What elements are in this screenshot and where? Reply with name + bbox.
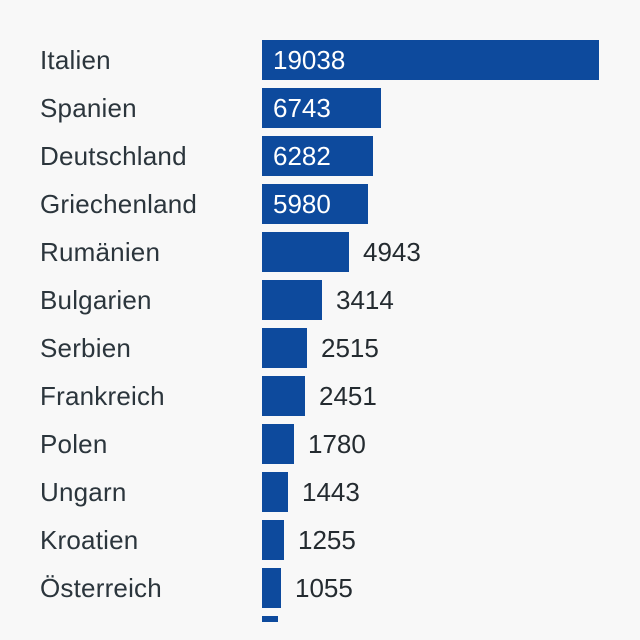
bar: [262, 568, 281, 608]
bar: [262, 232, 349, 272]
bar: [262, 280, 322, 320]
category-label: Deutschland: [40, 141, 187, 171]
bar-row: Deutschland 6282: [0, 136, 640, 176]
bar-row: Bulgarien 3414: [0, 280, 640, 320]
bar-row: Rumänien 4943: [0, 232, 640, 272]
bar: [262, 472, 288, 512]
value-label: 1780: [308, 429, 366, 459]
value-label: 1443: [302, 477, 360, 507]
category-label: Serbien: [40, 333, 132, 363]
value-label: 2451: [319, 381, 377, 411]
bar-row: Ungarn 1443: [0, 472, 640, 512]
bar-row: Frankreich 2451: [0, 376, 640, 416]
category-label: Kroatien: [40, 525, 139, 555]
category-label: Bulgarien: [40, 285, 152, 315]
category-label: Ungarn: [40, 477, 127, 507]
bar: [262, 88, 381, 128]
bar-row: Polen 1780: [0, 424, 640, 464]
chart-plot-area: Italien 19038 Spanien 6743 Deutschland 6282 Gr…: [0, 40, 640, 622]
value-label: 4943: [363, 237, 421, 267]
bar-row: Kroatien 1255: [0, 520, 640, 560]
bar: [262, 40, 599, 80]
value-label: 1055: [295, 573, 353, 603]
bar: [262, 136, 373, 176]
value-label: 5980: [273, 189, 331, 219]
bar: [262, 328, 307, 368]
value-label: 19038: [273, 45, 346, 75]
value-label: 3414: [336, 285, 394, 315]
category-label: Spanien: [40, 93, 137, 123]
category-label: Polen: [40, 429, 108, 459]
partial-clipped-bar: [262, 616, 278, 622]
bar-row: Griechenland 5980: [0, 184, 640, 224]
bar-row: Italien 19038: [0, 40, 640, 80]
category-label: Griechenland: [40, 189, 198, 219]
value-label: 6743: [273, 93, 331, 123]
bar-row: Serbien 2515: [0, 328, 640, 368]
bar: [262, 520, 284, 560]
bar-row: Österreich 1055: [0, 568, 640, 608]
bar: [262, 424, 294, 464]
value-label: 6282: [273, 141, 331, 171]
bar-row: Spanien 6743: [0, 88, 640, 128]
category-label: Italien: [40, 45, 111, 75]
category-label: Frankreich: [40, 381, 165, 411]
value-label: 1255: [298, 525, 356, 555]
category-label: Österreich: [40, 573, 162, 603]
value-label: 2515: [321, 333, 379, 363]
bar: [262, 184, 368, 224]
category-label: Rumänien: [40, 237, 161, 267]
bar: [262, 376, 305, 416]
